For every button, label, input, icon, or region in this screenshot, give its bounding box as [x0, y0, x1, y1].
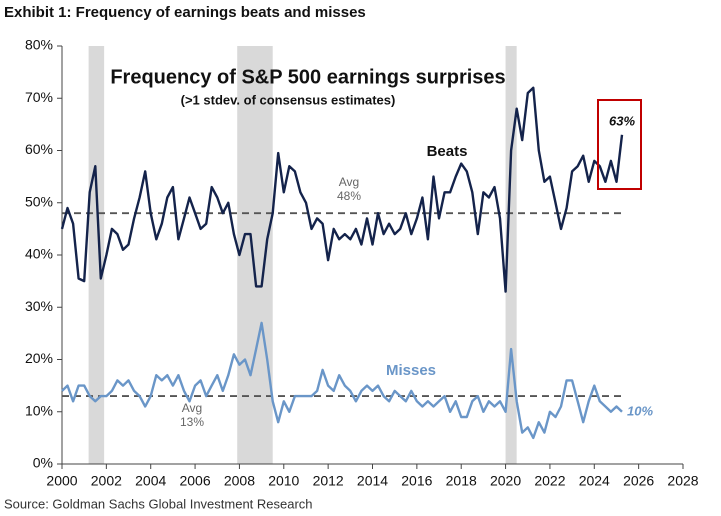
x-tick-label: 2004 — [135, 473, 166, 489]
y-tick-label: 70% — [25, 89, 53, 105]
average-label: Avg — [339, 175, 359, 189]
y-tick-label: 50% — [25, 193, 53, 209]
series-line — [60, 86, 624, 293]
chart-title: Frequency of S&P 500 earnings surprises — [110, 66, 505, 88]
y-tick-label: 60% — [25, 141, 53, 157]
x-tick-label: 2026 — [623, 473, 654, 489]
x-tick-label: 2002 — [91, 473, 122, 489]
y-tick-label: 10% — [25, 402, 53, 418]
average-label: Avg — [182, 401, 202, 415]
y-tick-label: 40% — [25, 246, 53, 262]
y-tick-label: 80% — [25, 37, 53, 53]
x-tick-label: 2014 — [357, 473, 388, 489]
x-tick-label: 2006 — [179, 473, 210, 489]
x-tick-label: 2008 — [224, 473, 255, 489]
average-value: 13% — [180, 415, 204, 429]
x-tick-label: 2018 — [446, 473, 477, 489]
x-tick-label: 2028 — [667, 473, 698, 489]
y-tick-label: 20% — [25, 350, 53, 366]
series-line — [61, 321, 623, 440]
x-tick-label: 2024 — [579, 473, 610, 489]
average-value: 48% — [337, 189, 361, 203]
source: Source: Goldman Sachs Global Investment … — [4, 496, 313, 511]
series-name: Beats — [427, 143, 468, 160]
recession-band — [237, 46, 273, 464]
y-tick-label: 30% — [25, 298, 53, 314]
x-tick-label: 2016 — [401, 473, 432, 489]
recession-band — [88, 46, 105, 464]
header: Exhibit 1: Frequency of earnings beats a… — [4, 4, 366, 21]
chart-subtitle: (>1 stdev. of consensus estimates) — [181, 92, 396, 107]
x-tick-label: 2010 — [268, 473, 299, 489]
y-tick-label: 0% — [33, 455, 53, 471]
recession-band — [505, 46, 517, 464]
end-label: 63% — [609, 113, 635, 128]
x-tick-label: 2012 — [313, 473, 344, 489]
end-label: 10% — [627, 403, 653, 418]
x-tick-label: 2022 — [534, 473, 565, 489]
x-tick-label: 2000 — [46, 473, 77, 489]
series-name: Misses — [386, 362, 436, 379]
highlight-box — [597, 99, 642, 190]
x-tick-label: 2020 — [490, 473, 521, 489]
